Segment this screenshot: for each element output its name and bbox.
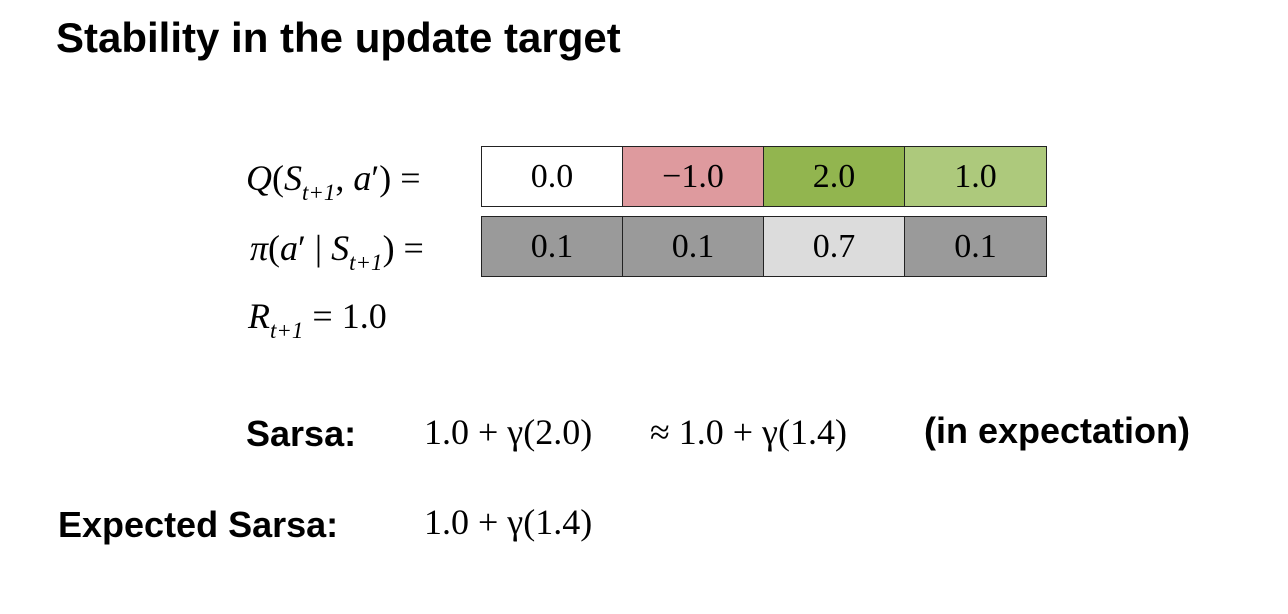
q-value-cell: 2.0 bbox=[764, 147, 905, 206]
reward-equation: Rt+1 = 1.0 bbox=[248, 296, 387, 343]
policy-cell: 0.1 bbox=[623, 217, 764, 276]
q-value-label: Q(St+1, a′) = bbox=[246, 158, 421, 205]
sarsa-expected-target: ≈ 1.0 + γ(1.4) bbox=[650, 412, 847, 452]
q-value-cell: 0.0 bbox=[482, 147, 623, 206]
policy-label: π(a′ | St+1) = bbox=[250, 228, 424, 275]
policy-cell: 0.1 bbox=[905, 217, 1046, 276]
sarsa-note: (in expectation) bbox=[924, 410, 1191, 451]
expected-sarsa-target: 1.0 + γ(1.4) bbox=[424, 502, 593, 542]
policy-row: 0.1 0.1 0.7 0.1 bbox=[481, 216, 1047, 277]
q-value-cell: 1.0 bbox=[905, 147, 1046, 206]
policy-cell: 0.7 bbox=[764, 217, 905, 276]
sarsa-target: 1.0 + γ(2.0) bbox=[424, 412, 593, 452]
expected-sarsa-label: Expected Sarsa: bbox=[58, 504, 339, 545]
slide-title: Stability in the update target bbox=[56, 14, 621, 61]
q-value-row: 0.0 −1.0 2.0 1.0 bbox=[481, 146, 1047, 207]
reward-value: 1.0 bbox=[341, 296, 387, 336]
q-value-cell: −1.0 bbox=[623, 147, 764, 206]
policy-cell: 0.1 bbox=[482, 217, 623, 276]
sarsa-label: Sarsa: bbox=[246, 413, 357, 454]
